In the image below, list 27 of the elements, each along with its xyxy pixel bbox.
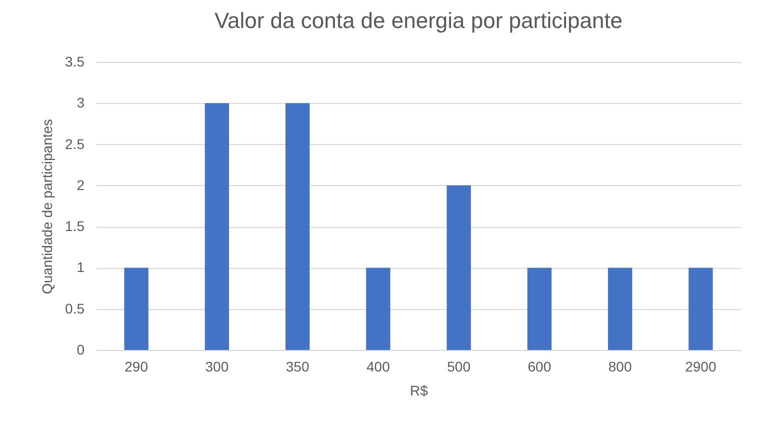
x-tick-label: 350 (286, 358, 310, 374)
y-tick-label: 0.5 (65, 300, 85, 316)
x-tick-label: 400 (366, 358, 390, 374)
bar (688, 268, 713, 350)
bar (527, 268, 552, 350)
x-tick-label: 2900 (685, 358, 716, 374)
bar (124, 268, 148, 350)
x-tick-label: 800 (608, 358, 632, 374)
chart-title: Valor da conta de energia por participante (214, 8, 623, 33)
y-tick-label: 1.5 (65, 218, 85, 234)
x-tick-label: 290 (124, 358, 148, 374)
x-tick-label: 300 (205, 358, 229, 374)
x-tick-label: 500 (447, 358, 471, 374)
y-tick-label: 3.5 (65, 54, 85, 70)
y-tick-label: 0 (76, 342, 85, 358)
y-tick-label: 2.5 (65, 136, 85, 152)
y-axis-title: Quantidade de participantes (39, 118, 56, 294)
bar (446, 185, 471, 350)
y-tick-label: 3 (76, 94, 85, 111)
bar (608, 268, 632, 350)
bar (204, 103, 230, 350)
y-tick-label: 2 (76, 176, 85, 193)
bar (366, 268, 390, 350)
x-axis-title: R$ (410, 382, 428, 398)
y-tick-label: 1 (76, 259, 85, 276)
x-tick-label: 600 (528, 358, 552, 374)
bar (285, 103, 310, 350)
